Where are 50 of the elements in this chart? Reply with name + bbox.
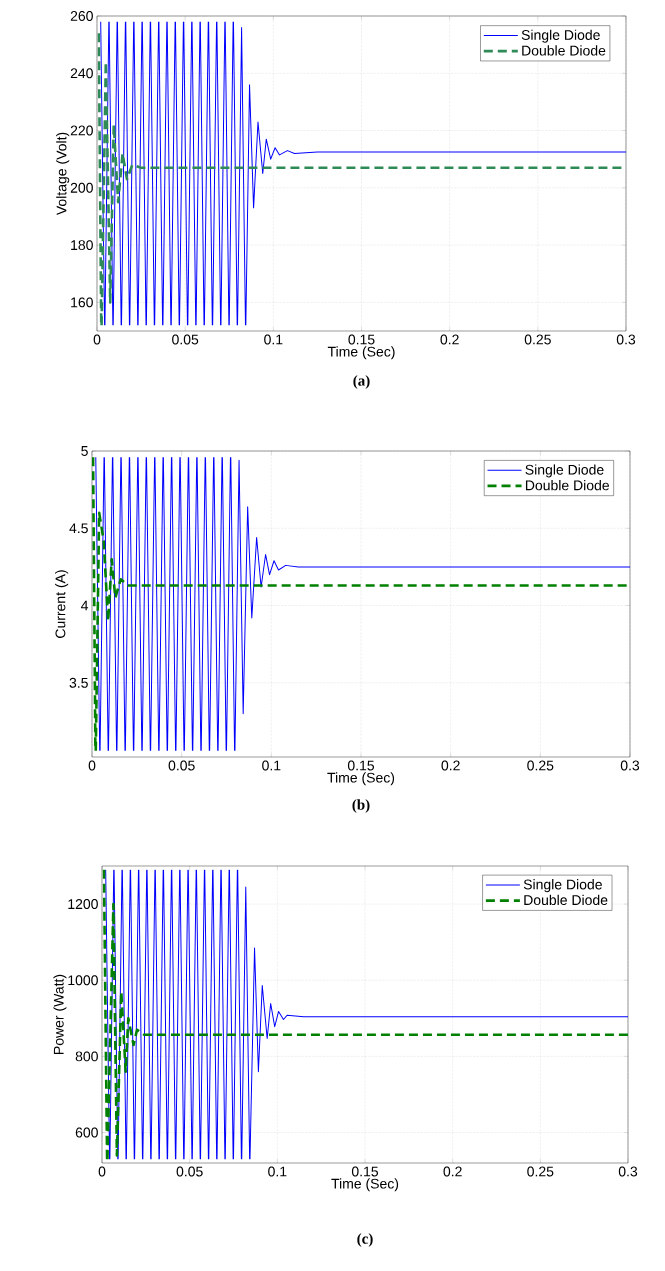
text: (c) [357, 1233, 373, 1247]
legend-label: Single Diode [521, 29, 600, 43]
y-tick-label: 3.5 [69, 677, 88, 688]
legend-label: Single Diode [525, 464, 604, 478]
y-tick-label: 600 [75, 1127, 98, 1138]
x-tick-label: 0 [98, 1166, 106, 1177]
x-tick-label: 0 [93, 334, 101, 345]
x-axis-title: Time (Sec) [327, 346, 395, 360]
y-axis-title: Voltage (Volt) [56, 132, 70, 216]
x-tick-label: 0.3 [620, 760, 640, 771]
y-tick-label: 1200 [68, 899, 98, 910]
y-tick-label: 4 [80, 600, 89, 611]
x-tick-label: 0.25 [527, 760, 554, 771]
x-tick-label: 0 [88, 760, 96, 771]
x-tick-label: 0.2 [440, 334, 459, 345]
legend-label: Double Diode [524, 894, 608, 906]
y-tick-label: 1000 [68, 975, 98, 986]
y-axis-title: Power (Watt) [53, 974, 67, 1054]
y-tick-label: 180 [71, 240, 93, 251]
y-tick-label: 260 [70, 11, 93, 21]
x-tick-label: 0.25 [527, 1166, 554, 1177]
y-axis-title: Current (A) [55, 570, 69, 638]
x-tick-label: 0.25 [524, 334, 551, 345]
x-tick-label: 0.2 [443, 1166, 462, 1177]
x-tick-label: 0.15 [348, 334, 375, 345]
x-tick-label: 0.1 [264, 334, 283, 345]
text: (b) [352, 799, 370, 813]
x-axis-title: Time (Sec) [327, 772, 395, 786]
legend-label: Double Diode [522, 45, 606, 56]
x-tick-label: 0.3 [616, 334, 636, 345]
y-tick-label: 160 [71, 297, 93, 308]
x-tick-label: 0.05 [172, 334, 199, 345]
x-tick-label: 0.05 [168, 760, 195, 771]
y-tick-label: 220 [70, 125, 93, 136]
x-tick-label: 0.1 [268, 1166, 287, 1177]
x-tick-label: 0.2 [441, 760, 460, 771]
x-tick-label: 0.15 [347, 760, 375, 771]
y-tick-label: 5 [81, 446, 88, 456]
y-tick-label: 200 [70, 182, 93, 193]
x-axis-title: Time (Sec) [331, 1178, 399, 1192]
x-tick-label: 0.05 [176, 1166, 203, 1177]
text: (a) [353, 375, 370, 389]
y-tick-label: 4.5 [69, 523, 88, 534]
legend-label: Single Diode [523, 879, 602, 893]
x-tick-label: 0.15 [351, 1166, 379, 1177]
y-tick-label: 800 [75, 1051, 98, 1062]
x-tick-label: 0.1 [262, 760, 281, 771]
y-tick-label: 240 [70, 68, 93, 79]
legend-label: Double Diode [525, 480, 610, 491]
x-tick-label: 0.3 [618, 1166, 638, 1177]
